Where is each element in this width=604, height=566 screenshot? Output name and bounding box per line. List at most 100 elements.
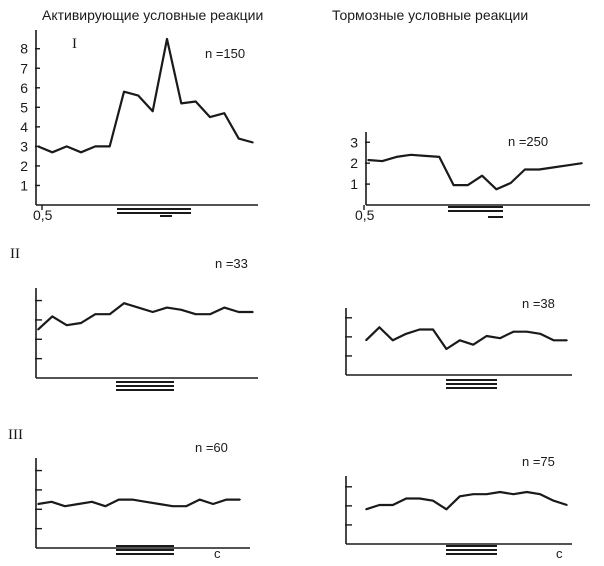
data-point [65,324,68,327]
x-unit-label: с [214,546,221,561]
data-point [77,503,80,505]
data-point [37,503,39,505]
group-label-i: I [72,36,77,52]
y-tick-label: 7 [20,60,28,76]
data-point [418,497,421,500]
data-point [495,188,498,191]
data-point [80,322,82,324]
data-point [94,145,97,148]
data-point [524,168,526,171]
y-tick-label: 3 [350,134,358,150]
panel-ii-right: n =38 [345,296,572,389]
data-point [223,112,226,114]
data-point [432,499,434,502]
data-point [194,100,197,103]
panel-iii-right: n =75 с [345,454,572,561]
data-point [123,302,125,305]
data-point [581,162,583,164]
x-tick-label: 0,5 [355,207,375,223]
data-point [94,313,97,316]
data-point [104,505,107,508]
n-label: n =150 [205,46,245,61]
data-point [37,145,39,148]
n-label: n =33 [215,256,248,271]
data-point [239,498,241,501]
heading-right: Тормозные условные реакции [332,7,528,23]
data-point [223,306,226,309]
x-tick-label: 0,5 [33,207,53,223]
data-point [252,311,254,313]
data-point [499,337,501,340]
data-point [432,328,434,331]
data-point [452,184,455,186]
y-tick-label: 5 [20,99,28,115]
data-point [512,330,515,333]
data-point [51,315,54,318]
data-point [64,505,66,508]
data-point [144,501,147,503]
data-point [481,174,483,177]
data-point [566,339,568,342]
series-line [367,153,583,191]
data-point [566,504,568,506]
data-point [252,141,254,144]
data-point [118,498,120,501]
series-line [37,37,254,154]
data-point [467,184,469,186]
n-label: n =250 [508,134,548,149]
data-point [410,154,412,156]
y-tick-label: 6 [20,80,28,96]
data-point [108,313,111,316]
x-unit-label: с [556,546,563,561]
data-point [509,182,512,184]
data-point [37,328,39,331]
data-point [171,505,174,508]
series-line [365,326,567,351]
data-point [237,137,240,140]
panel-ii-left: n =33 [35,256,258,391]
heading-left: Активирующие условные реакции [42,7,263,23]
y-tick-label: 1 [350,176,358,192]
data-point [378,326,381,329]
data-point [209,313,211,316]
data-point [418,328,421,331]
data-point [438,156,441,158]
data-point [80,151,82,154]
n-label: n =60 [195,440,228,455]
data-point [459,339,461,342]
data-point [166,306,168,309]
y-tick-label: 2 [350,155,358,171]
data-point [137,94,140,97]
series-line [37,302,253,331]
data-point [539,333,541,335]
data-point [212,503,214,505]
y-tick-label: 4 [20,119,28,135]
data-point [131,498,134,501]
data-point [499,491,501,493]
y-tick-label: 1 [20,177,28,193]
data-point [512,493,515,496]
data-point [50,501,53,503]
data-point [445,508,448,511]
data-point [65,145,68,148]
data-point [526,491,528,493]
data-point [91,501,93,503]
data-point [367,159,369,161]
series-line [37,498,240,508]
data-point [378,504,381,506]
data-point [485,335,488,337]
data-point [51,151,54,154]
y-tick-label: 2 [20,158,28,174]
data-point [180,102,183,105]
data-point [392,504,394,506]
data-point [566,164,569,167]
data-point [158,503,160,505]
data-point [552,339,555,342]
data-point [237,311,240,313]
data-point [538,168,540,171]
group-label-ii: II [10,246,20,262]
data-point [365,339,367,342]
data-point [395,156,398,158]
n-label: n =75 [522,454,555,469]
